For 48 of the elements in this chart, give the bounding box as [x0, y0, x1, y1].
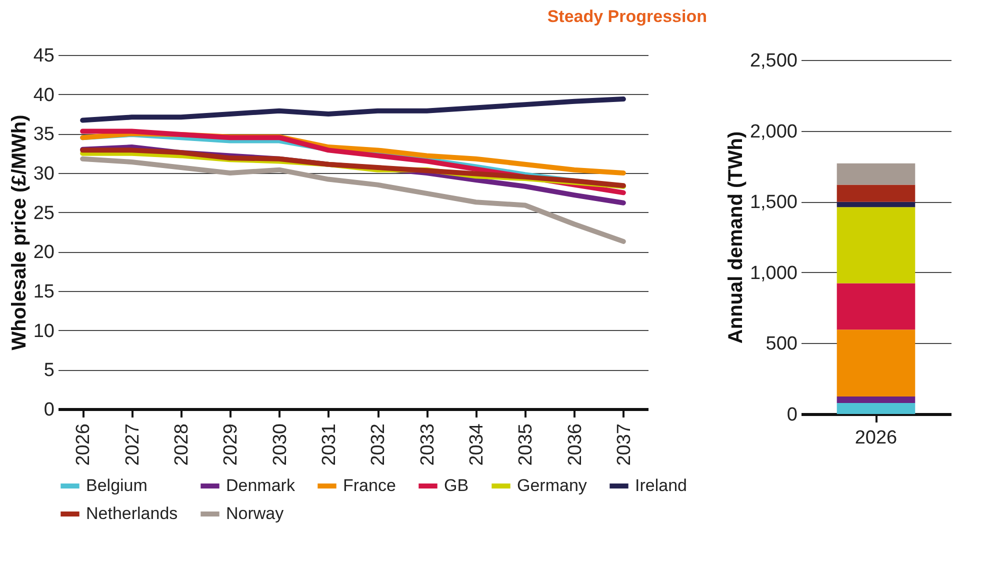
- chart-title: Steady Progression: [547, 7, 707, 26]
- x-tick-label: 2034: [466, 423, 488, 466]
- y-axis-title: Wholesale price (£/MWh): [8, 114, 30, 350]
- y-tick-label: 10: [33, 320, 54, 342]
- x-tick-label: 2031: [318, 424, 340, 466]
- bar: [836, 202, 916, 208]
- x-tick-label: 2032: [368, 424, 390, 466]
- y-tick-label: 20: [33, 242, 54, 264]
- y-tick-label: 1,500: [750, 192, 798, 214]
- bar: [836, 207, 916, 284]
- x-tick-label: 2030: [270, 424, 291, 466]
- y-tick-label: 500: [766, 334, 798, 355]
- y-tick-label: 30: [33, 164, 54, 184]
- legend-label: Denmark: [226, 476, 296, 495]
- bar: [836, 396, 916, 403]
- x-tick-label: 2036: [564, 424, 586, 466]
- legend-label: Ireland: [635, 476, 687, 495]
- legend-label: GB: [444, 476, 469, 495]
- y-tick-label: 2,000: [750, 121, 798, 142]
- y-tick-label: 25: [33, 202, 54, 224]
- x-tick-label: 2027: [122, 424, 144, 466]
- bar: [836, 163, 916, 185]
- legend-label: Norway: [226, 504, 284, 523]
- x-tick-label: 2026: [854, 428, 898, 448]
- bar: [836, 402, 916, 414]
- bar: [836, 283, 916, 330]
- y-tick-label: 2,500: [750, 50, 798, 72]
- x-tick-label: 2029: [220, 424, 242, 466]
- legend-label: Belgium: [86, 476, 148, 495]
- y-tick-label: 45: [33, 46, 54, 66]
- y-tick-label: 1,000: [750, 262, 798, 284]
- x-tick-label: 2026: [73, 424, 94, 466]
- y-tick-label: 0: [44, 400, 54, 420]
- x-tick-label: 2033: [417, 424, 438, 466]
- legend-label: Germany: [517, 476, 588, 495]
- y-tick-label: 5: [44, 360, 54, 382]
- bar: [836, 184, 916, 202]
- x-tick-label: 2035: [516, 424, 537, 466]
- legend-label: France: [343, 476, 396, 495]
- bar: [836, 330, 916, 396]
- y-tick-label: 35: [33, 124, 54, 146]
- x-tick-label: 2037: [614, 424, 635, 466]
- y-axis-title: Annual demand (TWh): [724, 131, 747, 344]
- y-tick-label: 40: [33, 84, 54, 106]
- x-tick-label: 2028: [171, 424, 192, 466]
- y-tick-label: 15: [33, 282, 54, 302]
- legend-label: Netherlands: [86, 504, 178, 523]
- y-tick-label: 0: [786, 404, 798, 426]
